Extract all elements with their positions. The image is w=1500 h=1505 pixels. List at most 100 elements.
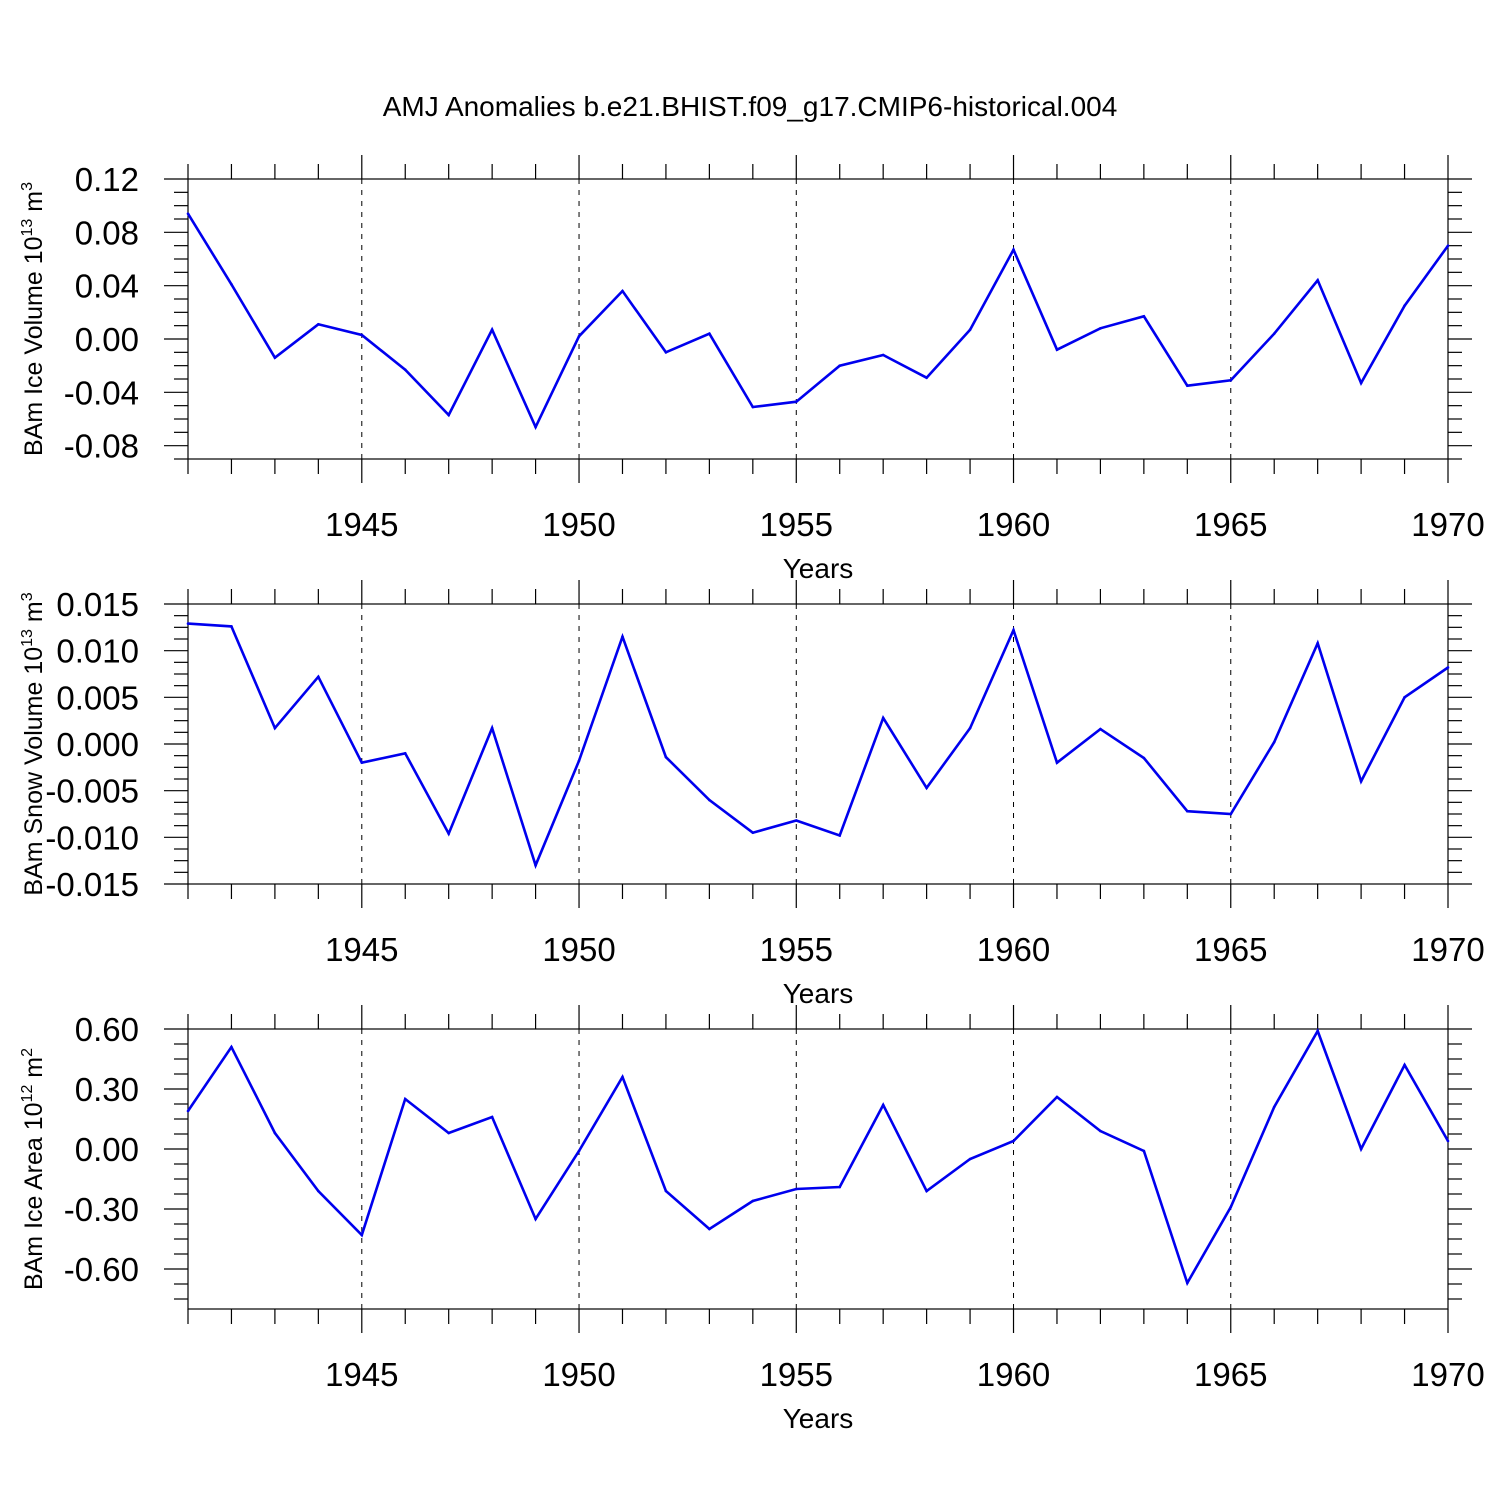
x-tick-label: 1970	[1411, 1356, 1484, 1393]
data-point	[577, 1149, 581, 1153]
data-point	[447, 413, 450, 417]
x-tick-label: 1950	[542, 931, 615, 968]
x-tick-label: 1960	[977, 506, 1050, 543]
data-point	[490, 726, 494, 730]
x-tick-label: 1960	[977, 931, 1050, 968]
x-tick-label: 1965	[1194, 931, 1267, 968]
x-tick-label: 1945	[325, 506, 398, 543]
data-point	[403, 752, 407, 755]
y-tick-label: -0.08	[64, 428, 139, 465]
data-point	[1142, 756, 1146, 760]
data-point	[1403, 696, 1406, 699]
data-point	[1316, 1029, 1319, 1033]
data-point	[403, 368, 407, 371]
data-point	[1186, 1281, 1189, 1285]
data-point	[794, 400, 798, 403]
data-point	[1099, 727, 1102, 731]
data-point	[1446, 666, 1450, 669]
data-point	[664, 1189, 668, 1193]
y-tick-label: -0.60	[64, 1251, 139, 1288]
data-point	[534, 425, 537, 429]
data-point	[1272, 1105, 1276, 1109]
data-point	[838, 1185, 842, 1189]
panel-1: -0.08 -0.04 0.00 0.04 0.08 0.12 1945 1950 1955 19…	[19, 155, 1485, 584]
data-point	[1359, 780, 1363, 783]
data-point	[447, 1131, 450, 1135]
data-point	[881, 716, 885, 720]
data-point	[838, 834, 842, 837]
data-point	[751, 405, 755, 409]
data-point	[534, 864, 537, 867]
data-point	[186, 622, 190, 625]
data-point	[186, 212, 190, 215]
data-point	[317, 1189, 320, 1193]
y-tick-label: -0.010	[45, 819, 139, 856]
panel-2: -0.015 -0.010 -0.005 0.000 0.005 0.010 0.015 19…	[19, 580, 1485, 1009]
series-line	[186, 213, 1450, 431]
x-tick-label: 1955	[760, 1356, 833, 1393]
data-point	[794, 1187, 798, 1191]
data-point	[1446, 244, 1450, 247]
y-tick-label: 0.30	[75, 1071, 139, 1108]
data-point	[621, 289, 624, 293]
data-point	[1229, 1205, 1233, 1209]
x-tick-label: 1955	[760, 506, 833, 543]
data-point	[1359, 1147, 1363, 1151]
data-point	[1186, 809, 1189, 813]
y-tick-label: 0.00	[75, 1131, 139, 1168]
data-point	[708, 1227, 711, 1231]
x-axis-label: Years	[783, 978, 854, 1009]
data-point	[751, 831, 755, 834]
y-axis-label: BAm Ice Area 1012 m2	[19, 1048, 48, 1290]
x-axis-label: Years	[783, 1403, 854, 1434]
y-tick-label: 0.010	[56, 633, 139, 670]
data-point	[621, 1075, 624, 1079]
data-point	[621, 635, 624, 638]
data-point	[273, 1131, 277, 1135]
data-point	[1012, 628, 1015, 632]
x-tick-label: 1950	[542, 506, 615, 543]
data-point	[664, 755, 668, 759]
plot-frame	[187, 603, 1449, 885]
y-tick-label: 0.005	[56, 679, 139, 716]
data-point	[360, 1233, 364, 1237]
series-line	[186, 1027, 1450, 1287]
y-tick-label: 0.12	[75, 161, 139, 198]
y-tick-label: -0.015	[45, 866, 139, 903]
data-point	[968, 1157, 972, 1161]
y-tick-label: 0.015	[56, 586, 139, 623]
data-point	[1099, 327, 1102, 330]
data-point	[925, 376, 928, 379]
data-point	[1055, 348, 1059, 351]
x-tick-label: 1965	[1194, 1356, 1267, 1393]
x-tick-label: 1970	[1411, 931, 1484, 968]
data-point	[490, 1115, 494, 1119]
data-point	[447, 832, 450, 835]
y-tick-label: -0.30	[64, 1191, 139, 1228]
data-point	[1272, 740, 1276, 744]
x-tick-label: 1945	[325, 931, 398, 968]
data-point	[1142, 1149, 1146, 1153]
x-tick-label: 1955	[760, 931, 833, 968]
data-point	[1142, 315, 1146, 318]
data-point	[1055, 1095, 1059, 1099]
figure-title: AMJ Anomalies b.e21.BHIST.f09_g17.CMIP6-…	[383, 91, 1118, 122]
y-tick-label: -0.04	[64, 374, 139, 411]
data-point	[317, 675, 320, 679]
data-point	[1099, 1129, 1102, 1133]
x-tick-label: 1950	[542, 1356, 615, 1393]
x-tick-label: 1970	[1411, 506, 1484, 543]
data-point	[577, 335, 581, 338]
plot-frame	[187, 178, 1449, 460]
data-point	[360, 761, 364, 764]
x-tick-label: 1945	[325, 1356, 398, 1393]
y-tick-label: 0.08	[75, 214, 139, 251]
y-tick-label: -0.005	[45, 773, 139, 810]
data-point	[1229, 379, 1233, 382]
data-point	[273, 356, 277, 359]
y-tick-label: 0.60	[75, 1011, 139, 1048]
data-point	[881, 1103, 885, 1107]
data-point	[1446, 1139, 1450, 1143]
